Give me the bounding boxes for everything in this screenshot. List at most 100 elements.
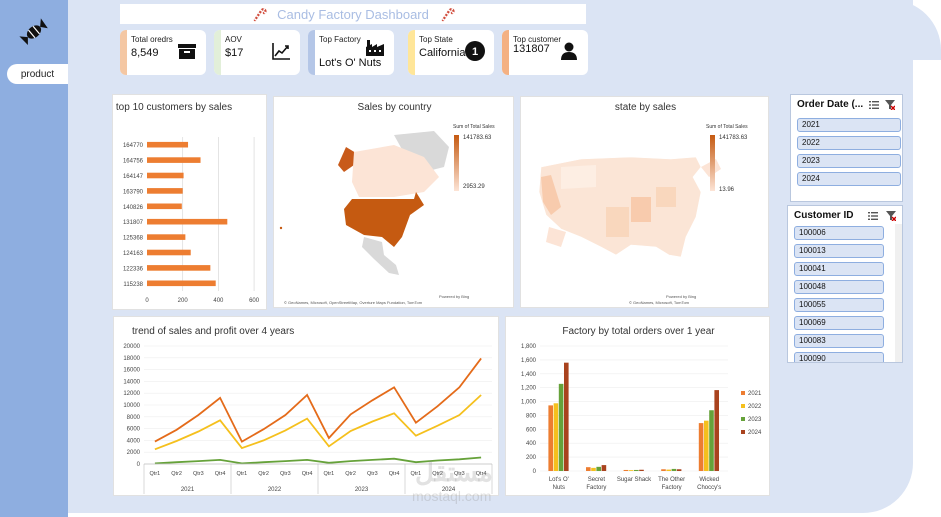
category-label: 164147: [123, 174, 144, 180]
slicer-item-2024[interactable]: 2024: [797, 172, 901, 186]
page-title: Candy Factory Dashboard: [277, 6, 429, 22]
y-tick-label: 400: [526, 441, 537, 447]
legend-max: 141783.63: [719, 135, 748, 141]
kpi-value: 131807: [513, 43, 550, 55]
x-tick-label: Qtr1: [411, 471, 422, 477]
x-tick-label: Qtr2: [171, 471, 182, 477]
y-tick-label: 14000: [123, 379, 140, 385]
slicer-item-customer[interactable]: 100069: [794, 316, 884, 330]
legend-label: 2024: [748, 430, 762, 436]
bar: [628, 470, 634, 471]
bar: [147, 188, 183, 194]
kpi-stripe: [502, 30, 509, 75]
trend-card: trend of sales and profit over 4 years 0…: [113, 316, 499, 496]
y-tick-label: 2000: [127, 450, 141, 456]
y-tick-label: 800: [526, 413, 537, 419]
kpi-value: Lot's O' Nuts: [319, 57, 382, 69]
x-tick-label: Qtr2: [345, 471, 356, 477]
order-date-slicer: Order Date (... 2021 2022 2023 2024: [790, 94, 903, 202]
x-tick-label: Qtr2: [432, 471, 443, 477]
slicer-item-customer[interactable]: 100048: [794, 280, 884, 294]
sales-country-card: Sales by country Sum of Total Sales 1417…: [273, 96, 514, 308]
bar: [596, 466, 601, 471]
slicer-item-customer[interactable]: 100041: [794, 262, 884, 276]
archive-box-icon: [178, 44, 196, 59]
x-tick-label: Qtr1: [150, 471, 161, 477]
slicer-item-customer[interactable]: 100013: [794, 244, 884, 258]
y-tick-label: 18000: [123, 356, 140, 362]
x-tick-label: Qtr4: [476, 471, 487, 477]
y-tick-label: 4000: [127, 438, 141, 444]
y-tick-label: 16000: [123, 368, 140, 374]
slicer-item-customer[interactable]: 100055: [794, 298, 884, 312]
watermark-sub: mostaql.com: [412, 488, 492, 504]
x-tick-label: Qtr1: [237, 471, 248, 477]
y-tick-label: 12000: [123, 391, 140, 397]
sidebar: product: [0, 0, 68, 517]
bar: [147, 157, 201, 163]
candy-cane-icon: [253, 8, 267, 22]
north-america-map: [279, 131, 449, 275]
clear-filter-icon[interactable]: [885, 100, 895, 110]
kpi-stripe: [408, 30, 415, 75]
y-tick-label: 0: [137, 462, 141, 468]
tick-label: 0: [145, 298, 149, 304]
bar: [704, 420, 709, 471]
bar: [666, 469, 671, 471]
y-tick-label: 1,000: [521, 400, 537, 406]
slicer-item-customer[interactable]: 100090: [794, 352, 884, 362]
kpi-top-customer: Top customer 131807: [502, 30, 588, 75]
legend-max: 141783.63: [463, 135, 492, 141]
category-label: 122336: [123, 266, 144, 272]
category-label: Factory: [586, 485, 606, 491]
person-icon: [561, 42, 577, 60]
multi-select-icon[interactable]: [869, 100, 879, 110]
kpi-aov: AOV $17: [214, 30, 300, 75]
kpi-value: 8,549: [131, 47, 159, 59]
slicer-item-customer[interactable]: 100006: [794, 226, 884, 240]
slicer-item-2022[interactable]: 2022: [797, 136, 901, 150]
kpi-value: California: [419, 47, 466, 59]
bar: [709, 410, 714, 471]
customer-id-slicer: Customer ID 100006 100013 100041 100048 …: [787, 205, 903, 363]
multi-select-icon[interactable]: [868, 211, 878, 221]
bar: [147, 141, 189, 148]
chart-title: top 10 customers by sales: [115, 102, 233, 113]
series-line: [154, 456, 482, 465]
product-tab[interactable]: product: [7, 64, 68, 84]
slicer-scrollbar[interactable]: [895, 224, 902, 362]
title-bar: Candy Factory Dashboard: [120, 4, 586, 24]
legend-swatch: [741, 430, 745, 434]
category-label: 164756: [123, 159, 144, 165]
y-tick-label: 600: [526, 427, 537, 433]
bar: [548, 405, 553, 471]
category-label: 140826: [123, 205, 144, 211]
x-tick-label: Qtr4: [389, 471, 400, 477]
kpi-label: Top State: [419, 35, 453, 44]
tick-label: 400: [213, 298, 224, 304]
slicer-title: Customer ID: [794, 210, 854, 221]
bar: [147, 203, 182, 210]
slicer-item-2021[interactable]: 2021: [797, 118, 901, 132]
clear-filter-icon[interactable]: [886, 211, 896, 221]
y-tick-label: 0: [533, 469, 537, 475]
legend-swatch: [741, 391, 745, 395]
y-tick-label: 1,800: [521, 344, 537, 350]
slicer-item-customer[interactable]: 100083: [794, 334, 884, 348]
kpi-label: Top Factory: [319, 35, 361, 44]
category-label: The Other: [658, 477, 685, 483]
usa-states-map: [538, 156, 721, 258]
x-tick-label: Qtr3: [280, 471, 291, 477]
y-tick-label: 20000: [123, 344, 140, 350]
slicer-item-2023[interactable]: 2023: [797, 154, 901, 168]
x-tick-label: Qtr2: [258, 471, 269, 477]
legend-title: Sum of Total Sales: [453, 124, 495, 130]
y-tick-label: 1,400: [521, 372, 537, 378]
bar: [698, 423, 704, 471]
y-tick-label: 200: [526, 455, 537, 461]
y-tick-label: 8000: [127, 415, 141, 421]
bar: [661, 469, 666, 471]
chart-title: Factory by total orders over 1 year: [562, 326, 715, 337]
legend-min: 2953.29: [463, 184, 485, 190]
